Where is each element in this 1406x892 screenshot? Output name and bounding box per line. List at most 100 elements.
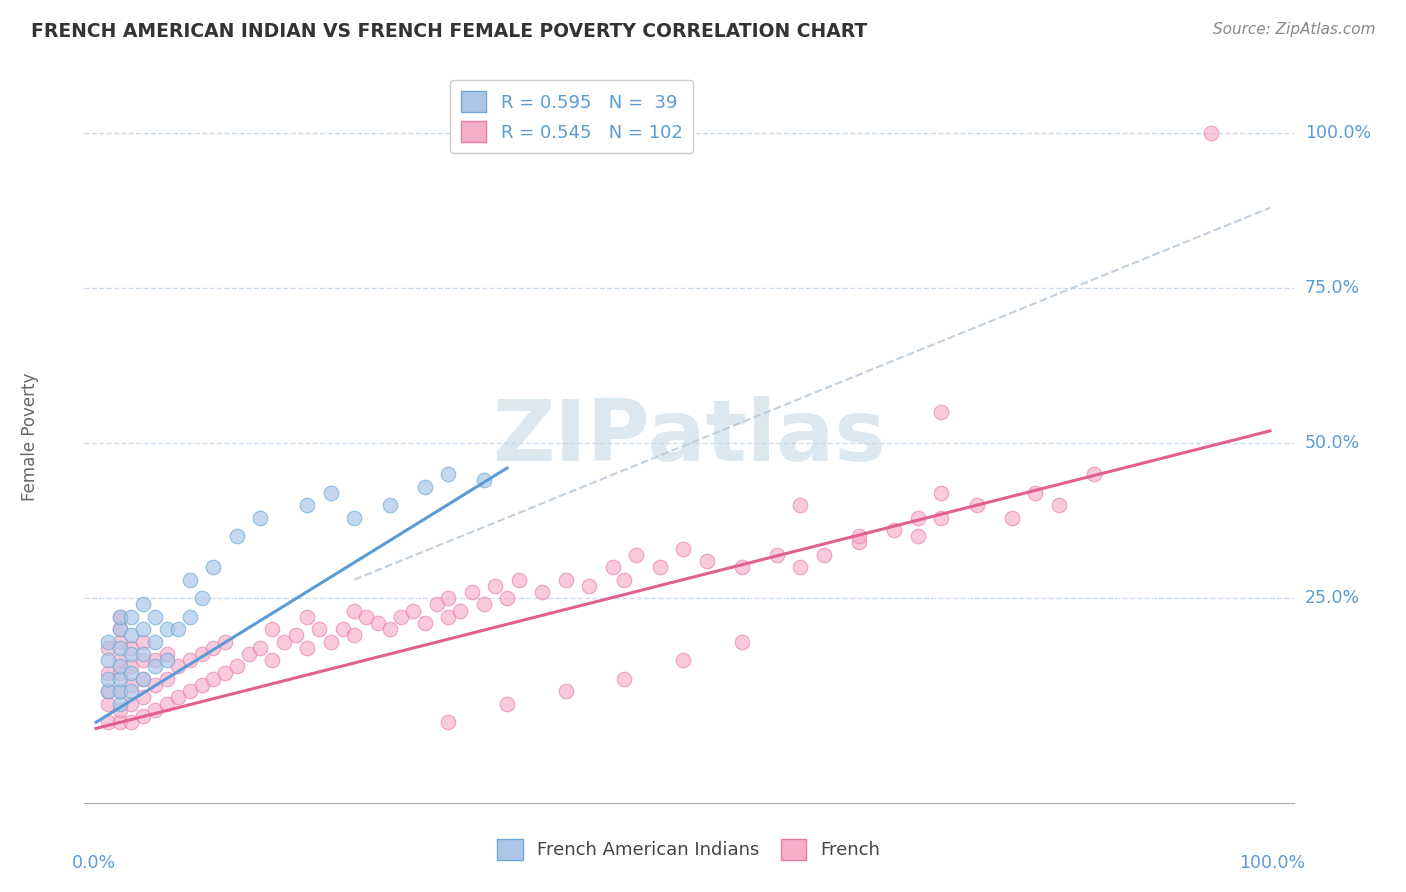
Point [120,659,142,673]
Point [437,467,460,482]
Text: 0.0%: 0.0% [72,854,117,872]
Point [332,622,354,636]
Text: 50.0%: 50.0% [1305,434,1360,452]
Point [108,672,131,686]
Point [931,510,953,524]
Point [132,647,155,661]
Legend: French American Indians, French: French American Indians, French [491,831,887,867]
Point [413,480,436,494]
Point [143,653,166,667]
Point [907,529,929,543]
Point [108,659,131,673]
Point [97,665,120,680]
Point [132,598,155,612]
Point [132,672,155,686]
Text: FRENCH AMERICAN INDIAN VS FRENCH FEMALE POVERTY CORRELATION CHART: FRENCH AMERICAN INDIAN VS FRENCH FEMALE … [31,22,868,41]
Point [143,659,166,673]
Point [202,672,225,686]
Point [97,697,120,711]
Point [120,715,142,730]
Point [108,634,131,648]
Point [343,510,366,524]
Point [378,622,401,636]
Point [262,622,284,636]
Point [672,541,695,556]
Point [108,610,131,624]
Point [190,647,212,661]
Point [554,684,576,698]
Point [354,610,377,624]
Point [508,573,530,587]
Point [367,615,389,630]
Point [731,634,754,648]
Point [789,560,811,574]
Point [249,510,271,524]
Point [731,560,754,574]
Point [437,591,460,606]
Point [120,628,142,642]
Point [613,573,636,587]
Point [496,591,519,606]
Point [484,579,506,593]
Point [273,634,295,648]
Point [319,486,342,500]
Point [931,405,953,419]
Point [308,622,330,636]
Point [389,610,412,624]
Point [907,510,929,524]
Point [132,634,155,648]
Point [848,529,870,543]
Point [120,678,142,692]
Point [249,640,271,655]
Point [167,659,190,673]
Point [343,604,366,618]
Point [97,672,120,686]
Point [108,715,131,730]
Point [108,684,131,698]
Point [437,715,460,730]
Point [108,610,131,624]
Point [155,697,177,711]
Point [226,529,249,543]
Text: 100.0%: 100.0% [1305,124,1371,143]
Point [97,634,120,648]
Point [179,653,201,667]
Point [554,573,576,587]
Point [202,640,225,655]
Point [437,610,460,624]
Point [602,560,624,574]
Point [97,715,120,730]
Point [108,703,131,717]
Point [472,598,495,612]
Point [931,486,953,500]
Point [202,560,225,574]
Point [97,653,120,667]
Point [132,622,155,636]
Point [848,535,870,549]
Point [155,672,177,686]
Point [449,604,471,618]
Point [378,498,401,512]
Point [190,591,212,606]
Point [766,548,789,562]
Point [108,640,131,655]
Point [97,684,120,698]
Text: Female Poverty: Female Poverty [21,373,39,501]
Point [155,622,177,636]
Text: 75.0%: 75.0% [1305,279,1360,297]
Point [108,622,131,636]
Point [120,665,142,680]
Point [143,678,166,692]
Text: 100.0%: 100.0% [1240,854,1306,872]
Point [284,628,307,642]
Point [97,684,120,698]
Point [696,554,718,568]
Point [343,628,366,642]
Point [1024,486,1046,500]
Point [402,604,425,618]
Point [120,647,142,661]
Point [226,659,249,673]
Point [120,640,142,655]
Point [1201,126,1223,140]
Point [132,653,155,667]
